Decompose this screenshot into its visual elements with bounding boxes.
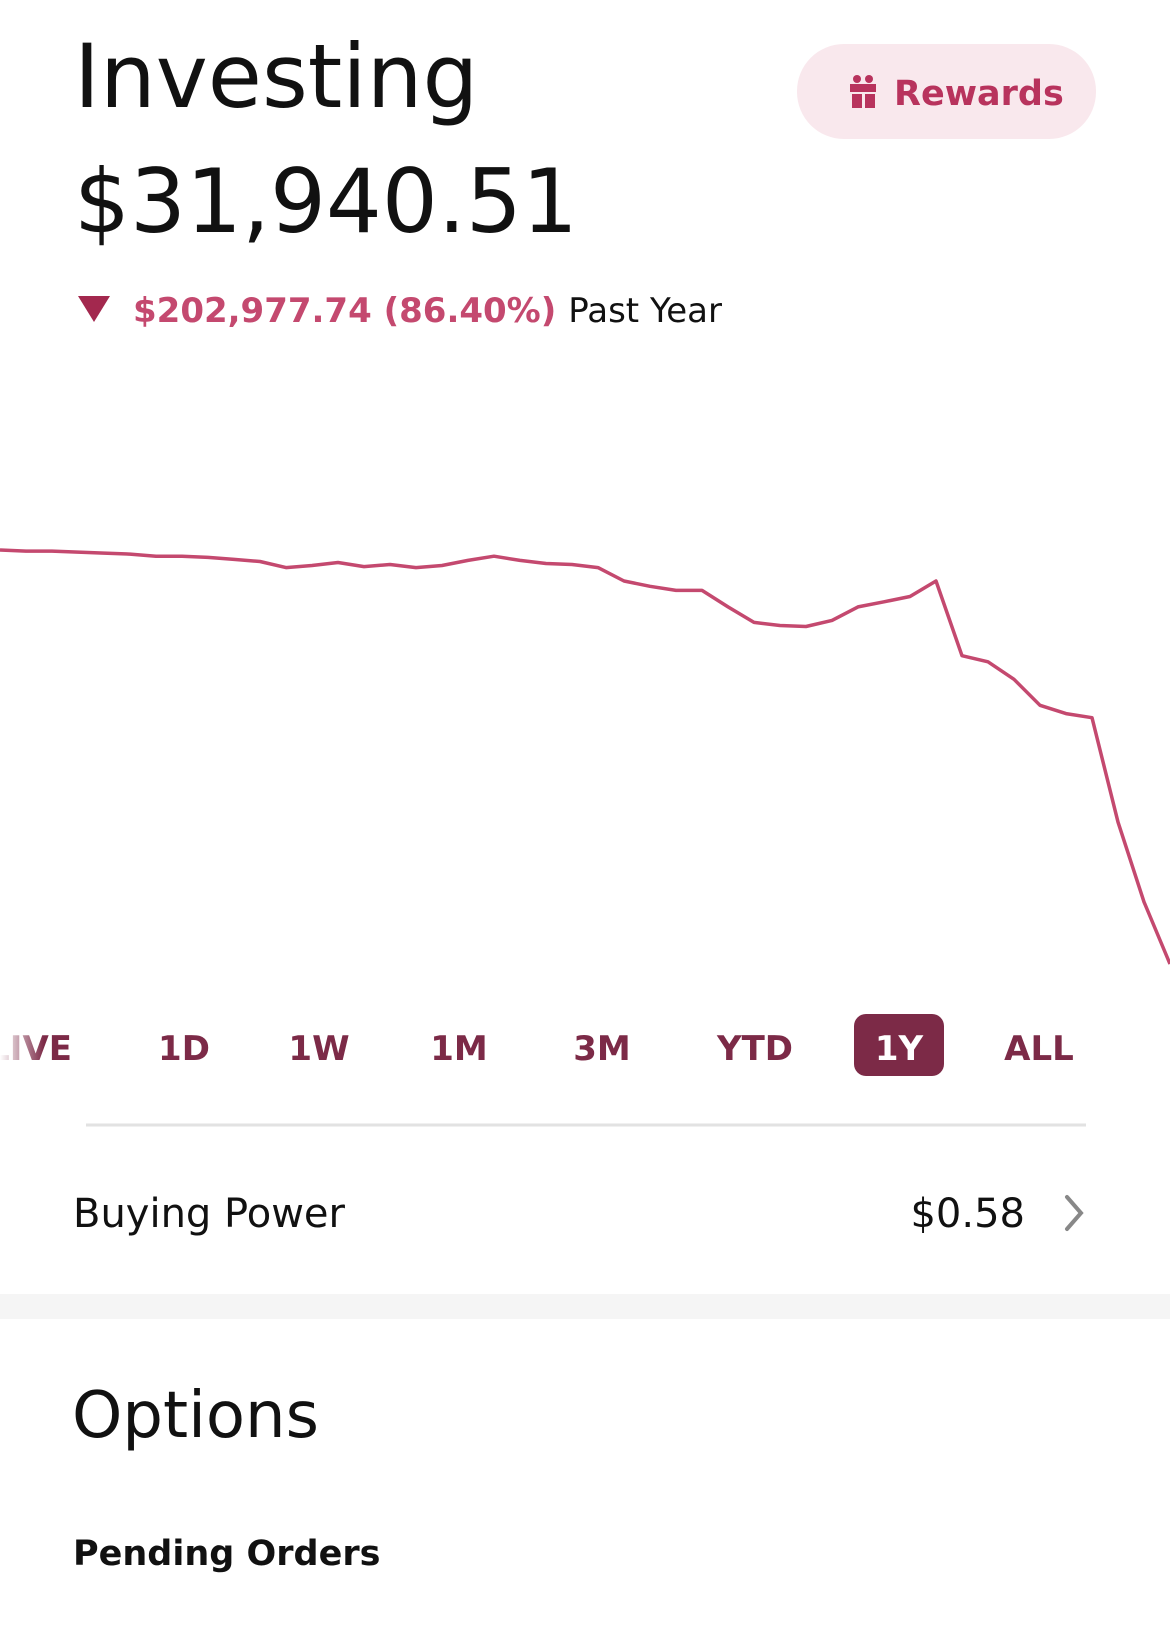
range-label[interactable]: 1D <box>158 1029 210 1069</box>
range-label[interactable]: 1Y <box>875 1029 924 1069</box>
portfolio-chart <box>0 548 1170 965</box>
buying-power-value[interactable]: $0.58 <box>910 1191 1025 1237</box>
chevron[interactable] <box>1065 1195 1084 1231</box>
range-label[interactable]: ALL <box>1004 1029 1074 1069</box>
portfolio-value: $31,940.51 <box>74 150 578 253</box>
section-title: Options <box>72 1379 319 1453</box>
range-button[interactable]: 1Y <box>854 1014 944 1076</box>
buying-power-label[interactable]: Buying Power <box>73 1191 346 1237</box>
range-label[interactable]: YTD <box>716 1029 793 1069</box>
section-gap <box>0 1294 1170 1319</box>
buying-power-row[interactable]: Buying Power $0.58 <box>73 1191 1084 1237</box>
rewards-label[interactable]: Rewards <box>894 74 1064 114</box>
rewards-button[interactable]: Rewards <box>797 44 1096 139</box>
range-button[interactable]: 3M <box>573 1029 631 1069</box>
range-button[interactable]: 1M <box>430 1029 488 1069</box>
range-selected-pill[interactable] <box>854 1014 944 1076</box>
range-button[interactable]: YTD <box>716 1029 793 1069</box>
pending-orders: Pending Orders <box>73 1534 380 1574</box>
rewards-pill[interactable] <box>797 44 1096 139</box>
change-period: Past Year <box>568 291 722 331</box>
range-label[interactable]: 1M <box>430 1029 488 1069</box>
range-button[interactable]: 1W <box>288 1029 349 1069</box>
page-title: Investing <box>74 25 478 128</box>
change-amount: $202,977.74 (86.40%) <box>133 291 556 331</box>
range-label[interactable]: 3M <box>573 1029 631 1069</box>
gift-icon <box>850 75 876 108</box>
range-button[interactable]: ALL <box>1004 1029 1074 1069</box>
range-label[interactable]: 1W <box>288 1029 349 1069</box>
range-button[interactable]: 1D <box>158 1029 210 1069</box>
price-line <box>0 548 1170 965</box>
scroll-fade <box>0 1010 44 1070</box>
down-arrow <box>78 296 110 322</box>
